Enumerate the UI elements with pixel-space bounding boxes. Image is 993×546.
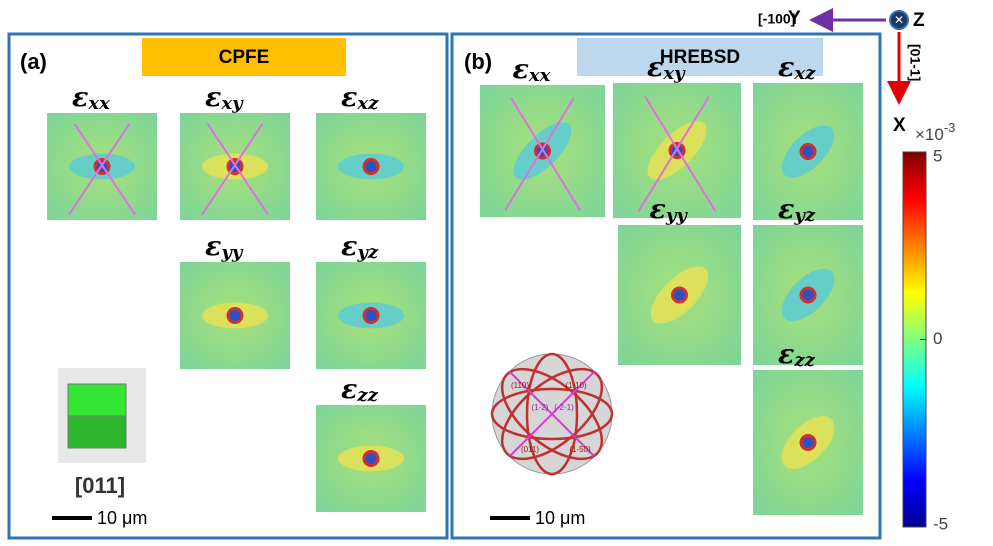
cube-bottom [68, 416, 126, 448]
colorbar-tick-label: -5 [933, 514, 948, 533]
strain-sub: zz [356, 385, 378, 406]
strain-sub: yz [793, 205, 815, 226]
strain-sub: xy [662, 63, 686, 84]
page: { "panels": [ {"tag": "(a)", "title": "C… [0, 0, 993, 541]
map-core [801, 436, 815, 450]
strain-symbol: ε [513, 54, 529, 85]
strain-sub: xx [87, 93, 110, 114]
map-core [228, 309, 242, 323]
multiplier-exp: -3 [944, 120, 956, 135]
z-label: Z [913, 10, 925, 31]
strain-sub: yy [665, 205, 688, 226]
strain-symbol: ε [341, 374, 357, 405]
strain-symbol: ε [205, 82, 221, 113]
scale-label: 10 μm [535, 508, 585, 528]
strain-symbol: ε [778, 52, 794, 83]
orientation-label: [011] [75, 473, 125, 498]
strain-label: εyz [341, 231, 379, 264]
pole-label: (1-10) [565, 381, 587, 390]
strain-symbol: ε [205, 231, 221, 262]
strain-label: εxx [72, 82, 110, 115]
strain-sub: xz [793, 63, 816, 84]
panel-title: CPFE [219, 47, 270, 68]
strain-sub: zz [793, 350, 815, 371]
strain-sub: yy [220, 242, 243, 263]
strain-sub: yz [356, 242, 378, 263]
map-core [801, 145, 815, 159]
strain-label: εzz [341, 374, 379, 407]
strain-symbol: ε [778, 194, 794, 225]
y-label: Y [788, 8, 801, 29]
strain-symbol: ε [647, 52, 663, 83]
cube-top [68, 384, 126, 416]
strain-symbol: ε [778, 339, 794, 370]
multiplier-base: ×10 [915, 125, 944, 144]
x-label: X [893, 115, 906, 136]
colorbar-tick-label: 0 [933, 329, 942, 348]
strain-symbol: ε [341, 231, 357, 262]
colorbar-multiplier: ×10-3 [915, 120, 955, 144]
strain-symbol: ε [650, 194, 666, 225]
map-core [801, 288, 815, 302]
pole-label: (011) [521, 445, 539, 454]
pole-label: (-2-1) [554, 403, 574, 412]
strain-label: εxz [341, 82, 379, 115]
strain-label: εxx [513, 54, 551, 87]
strain-sub: xy [220, 93, 244, 114]
map-core [364, 309, 378, 323]
panel-tag: (b) [464, 49, 492, 74]
figure: ✕ [-100] Y Z [01-1] X ×10-3 50-5 (a)CPFE… [0, 0, 993, 541]
scale-label: 10 μm [97, 508, 147, 528]
pole-label: (110) [511, 381, 529, 390]
z-cross: ✕ [894, 13, 904, 27]
strain-sub: xx [528, 65, 551, 86]
strain-symbol: ε [72, 82, 88, 113]
pole-label: (1-2) [532, 403, 549, 412]
map-core [364, 452, 378, 466]
colorbar-tick-label: 5 [933, 146, 942, 165]
strain-label: εxy [205, 82, 244, 115]
panel-tag: (a) [20, 49, 47, 74]
strain-sub: xz [356, 93, 379, 114]
map-core [364, 160, 378, 174]
x-dir: [01-1] [907, 44, 923, 81]
strain-symbol: ε [341, 82, 357, 113]
map-core [673, 288, 687, 302]
strain-label: εyy [205, 231, 244, 264]
pole-label: (1-50) [569, 445, 591, 454]
